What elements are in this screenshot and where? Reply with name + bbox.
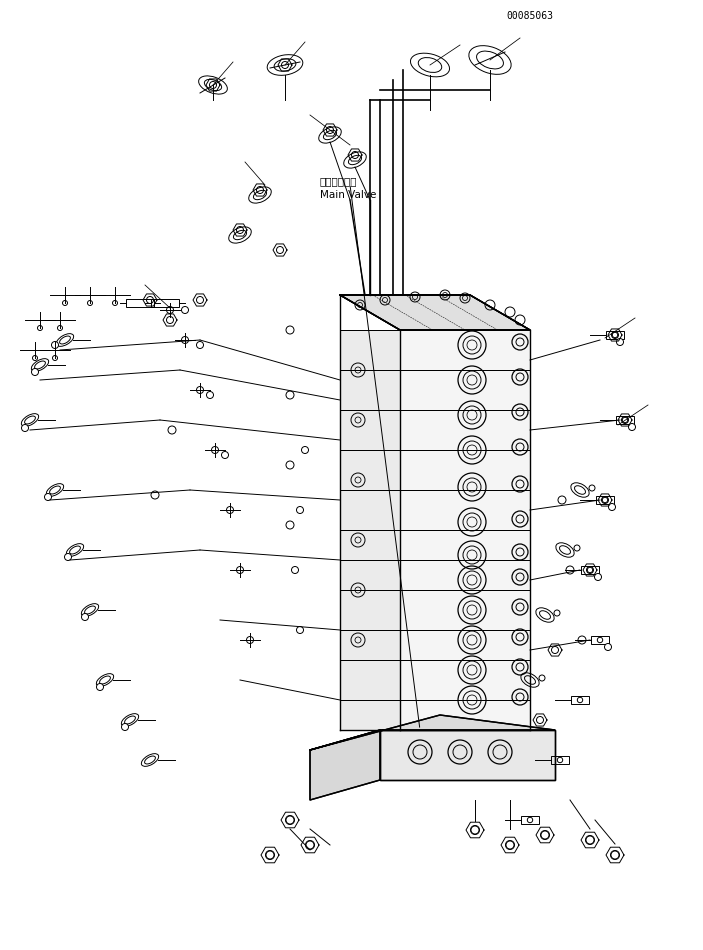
Text: 00085063: 00085063 <box>506 10 553 21</box>
Circle shape <box>221 451 228 459</box>
Polygon shape <box>340 560 400 590</box>
Circle shape <box>286 391 294 399</box>
Circle shape <box>292 566 299 574</box>
Circle shape <box>558 496 566 504</box>
Circle shape <box>539 675 545 681</box>
Polygon shape <box>340 700 400 730</box>
Bar <box>551 756 569 764</box>
Polygon shape <box>340 370 400 410</box>
Bar <box>521 816 539 824</box>
Polygon shape <box>400 700 530 730</box>
Circle shape <box>589 485 595 491</box>
Polygon shape <box>400 630 530 660</box>
Circle shape <box>541 831 549 839</box>
Circle shape <box>266 851 274 859</box>
Bar <box>606 332 624 338</box>
Circle shape <box>297 626 304 634</box>
Circle shape <box>286 521 294 529</box>
Text: メインバルブ: メインバルブ <box>320 176 357 186</box>
Circle shape <box>566 566 574 574</box>
Circle shape <box>37 326 42 331</box>
Polygon shape <box>340 590 400 630</box>
Circle shape <box>96 683 103 691</box>
Polygon shape <box>340 530 400 560</box>
Circle shape <box>554 610 560 616</box>
Circle shape <box>197 341 203 349</box>
Text: Main Valve: Main Valve <box>320 190 376 199</box>
Polygon shape <box>400 450 530 490</box>
Circle shape <box>122 724 129 731</box>
Polygon shape <box>400 590 530 630</box>
Circle shape <box>611 851 619 859</box>
Circle shape <box>506 841 514 849</box>
Circle shape <box>207 391 214 398</box>
Circle shape <box>617 338 624 346</box>
Polygon shape <box>400 330 530 370</box>
Polygon shape <box>310 730 380 800</box>
Circle shape <box>65 554 72 560</box>
Circle shape <box>578 636 586 644</box>
Polygon shape <box>400 660 530 700</box>
Circle shape <box>181 307 188 314</box>
Circle shape <box>609 504 616 510</box>
Circle shape <box>605 643 612 651</box>
Circle shape <box>168 426 176 434</box>
Polygon shape <box>400 490 530 530</box>
Polygon shape <box>400 370 530 410</box>
Circle shape <box>53 355 58 360</box>
Circle shape <box>44 493 51 501</box>
Bar <box>571 696 589 704</box>
Circle shape <box>574 545 580 551</box>
Circle shape <box>595 574 602 580</box>
Circle shape <box>112 300 117 306</box>
Circle shape <box>58 326 63 331</box>
Bar <box>591 636 609 643</box>
Bar <box>126 299 154 307</box>
Bar <box>616 416 634 424</box>
Circle shape <box>297 506 304 514</box>
Circle shape <box>22 425 29 431</box>
Circle shape <box>63 300 67 306</box>
Polygon shape <box>340 450 400 490</box>
Circle shape <box>87 300 93 306</box>
Circle shape <box>82 614 89 620</box>
Circle shape <box>306 841 314 849</box>
Circle shape <box>302 446 309 453</box>
Polygon shape <box>400 560 530 590</box>
Circle shape <box>51 341 58 349</box>
Polygon shape <box>400 530 530 560</box>
Polygon shape <box>340 410 400 450</box>
Circle shape <box>32 355 37 360</box>
Circle shape <box>286 816 294 824</box>
Circle shape <box>32 369 39 375</box>
Polygon shape <box>310 715 555 750</box>
Bar <box>596 497 614 504</box>
Circle shape <box>628 424 636 430</box>
Polygon shape <box>340 630 400 660</box>
Bar <box>581 566 599 574</box>
Polygon shape <box>340 490 400 530</box>
Circle shape <box>471 826 479 834</box>
Polygon shape <box>340 295 530 330</box>
Bar <box>151 299 179 307</box>
Circle shape <box>151 491 159 499</box>
Circle shape <box>586 836 594 844</box>
Circle shape <box>286 461 294 469</box>
Circle shape <box>286 326 294 334</box>
Polygon shape <box>340 330 400 370</box>
Polygon shape <box>400 410 530 450</box>
Polygon shape <box>380 730 555 780</box>
Polygon shape <box>340 660 400 700</box>
